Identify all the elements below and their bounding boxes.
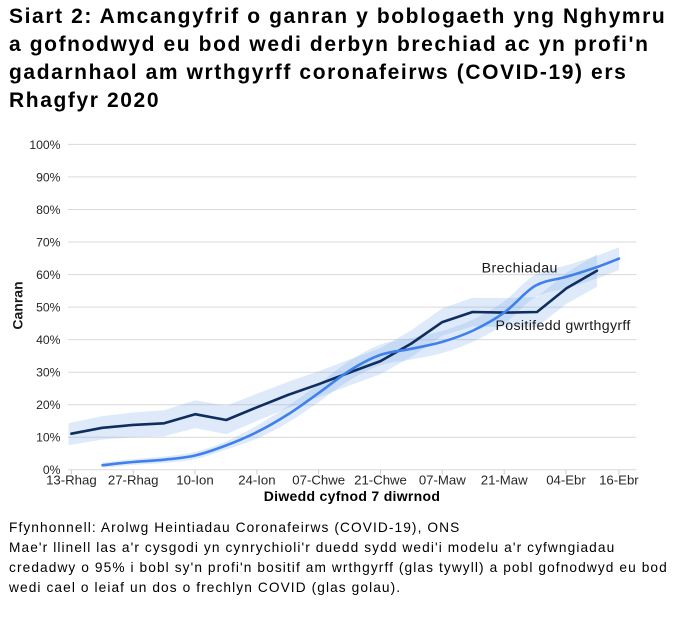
svg-text:70%: 70% [36, 235, 61, 249]
svg-text:10-Ion: 10-Ion [176, 472, 213, 487]
svg-text:40%: 40% [36, 333, 61, 347]
svg-text:Positifedd gwrthgyrff: Positifedd gwrthgyrff [496, 318, 631, 334]
svg-text:80%: 80% [36, 203, 61, 217]
svg-text:13-Rhag: 13-Rhag [46, 472, 97, 487]
svg-text:Brechiadau: Brechiadau [482, 260, 558, 276]
svg-text:21-Maw: 21-Maw [481, 472, 528, 487]
svg-text:20%: 20% [36, 398, 61, 412]
svg-text:10%: 10% [36, 431, 61, 445]
svg-text:90%: 90% [36, 170, 61, 184]
svg-text:07-Maw: 07-Maw [419, 472, 466, 487]
svg-text:24-Ion: 24-Ion [238, 472, 275, 487]
svg-text:21-Chwe: 21-Chwe [354, 472, 407, 487]
svg-text:50%: 50% [36, 301, 61, 315]
svg-text:100%: 100% [29, 138, 60, 152]
svg-text:Canran: Canran [10, 281, 26, 329]
svg-text:27-Rhag: 27-Rhag [108, 472, 159, 487]
svg-text:0%: 0% [43, 463, 61, 477]
svg-text:Diwedd cyfnod 7 diwrnod: Diwedd cyfnod 7 diwrnod [264, 488, 440, 504]
svg-text:16-Ebr: 16-Ebr [599, 472, 639, 487]
svg-text:07-Chwe: 07-Chwe [292, 472, 345, 487]
svg-text:60%: 60% [36, 268, 61, 282]
svg-text:30%: 30% [36, 366, 61, 380]
svg-text:04-Ebr: 04-Ebr [546, 472, 586, 487]
